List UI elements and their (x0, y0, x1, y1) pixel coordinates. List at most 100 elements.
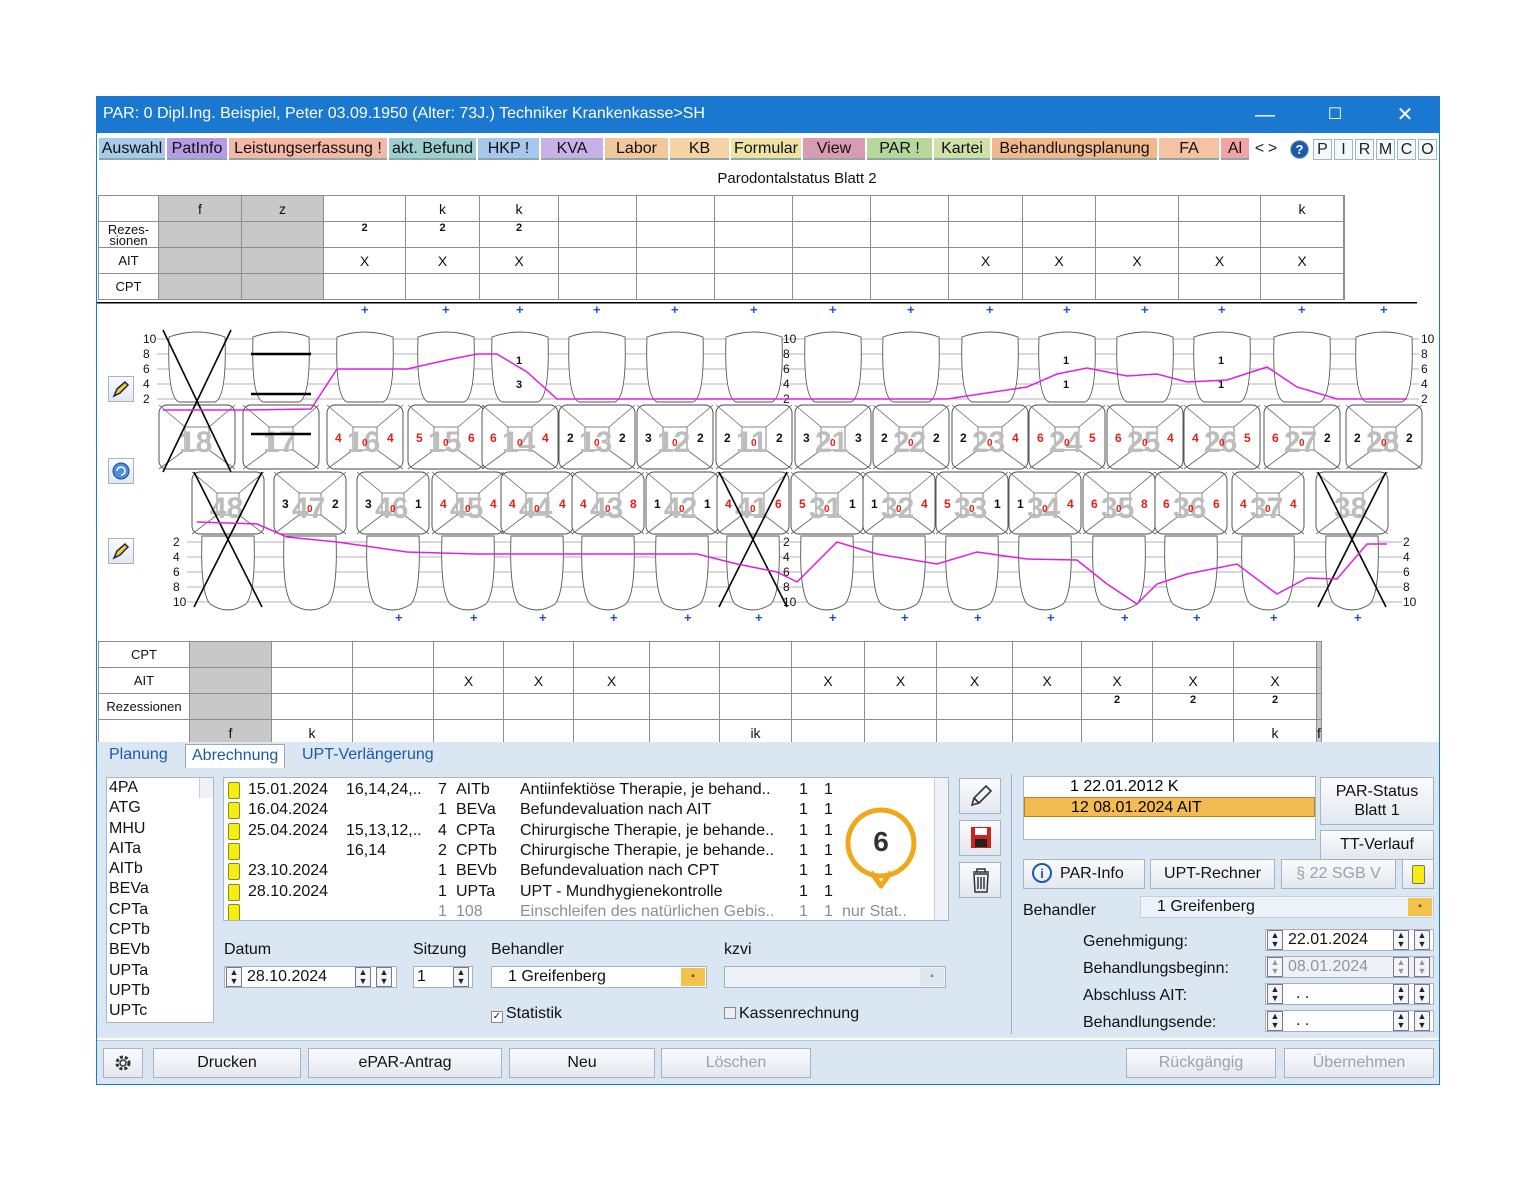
upt-rechner-button[interactable]: UPT-Rechner (1150, 859, 1275, 889)
service-row[interactable]: 16.04.2024 1 BEVa Befundevaluation nach AIT… (224, 800, 934, 820)
par-status-row[interactable]: 12 08.01.2024 AIT (1024, 797, 1315, 817)
upper-marks-cell[interactable] (636, 195, 715, 222)
lower-cpt-cell[interactable] (1233, 641, 1317, 668)
kzvi-select[interactable]: ▪ (724, 966, 946, 988)
upper-rez-cell[interactable] (792, 221, 871, 248)
abschluss-field[interactable]: . . (1265, 983, 1434, 1005)
upper-cpt-cell[interactable] (479, 273, 559, 300)
upper-cpt-cell[interactable] (241, 273, 324, 300)
upper-ait-cell[interactable]: X (1178, 247, 1261, 274)
close-button[interactable]: ✕ (1396, 104, 1414, 126)
beginn-spinner[interactable]: ▲ ▼ (1267, 957, 1283, 977)
shortcut-i-button[interactable]: I (1334, 139, 1353, 160)
code-list-item[interactable]: 4PA (109, 779, 139, 796)
behandler-select[interactable]: 1 Greifenberg ▪ (491, 966, 707, 988)
uebernehmen-button[interactable]: Übernehmen (1284, 1048, 1434, 1078)
module-tab-1[interactable]: PatInfo (167, 138, 227, 160)
upper-cpt-cell[interactable] (1095, 273, 1179, 300)
delete-icon[interactable] (959, 862, 1001, 898)
upper-cpt-cell[interactable] (1022, 273, 1096, 300)
upper-cpt-cell[interactable] (558, 273, 637, 300)
service-list[interactable]: 15.01.2024 16,14,24,.. 7 AITb Antiinfektiöse… (223, 777, 949, 921)
upper-marks-cell[interactable] (323, 195, 406, 222)
upper-rez-cell[interactable] (158, 221, 242, 248)
upper-rez-cell[interactable] (1260, 221, 1344, 248)
lower-ait-cell[interactable] (1316, 667, 1322, 694)
par-info-button[interactable]: i PAR-Info (1023, 859, 1145, 889)
module-tab-7[interactable]: KB (670, 138, 729, 160)
upper-marks-cell[interactable]: f (158, 195, 242, 222)
upper-rez-cell[interactable]: 2 (405, 221, 480, 248)
edit-icon[interactable] (959, 778, 1001, 814)
upper-marks-cell[interactable] (1095, 195, 1179, 222)
upper-cpt-cell[interactable] (1178, 273, 1261, 300)
abschluss-spinner-2[interactable]: ▲ ▼ (1393, 984, 1409, 1004)
service-list-scrollbar[interactable] (934, 778, 948, 920)
upper-marks-cell[interactable] (1343, 195, 1345, 222)
upper-ait-cell[interactable]: X (323, 247, 406, 274)
upper-cpt-cell[interactable] (714, 273, 793, 300)
lower-rez-cell[interactable]: 2 (1152, 693, 1234, 720)
drucken-button[interactable]: Drucken (153, 1048, 301, 1078)
upper-ait-cell[interactable] (792, 247, 871, 274)
upper-rez-cell[interactable] (636, 221, 715, 248)
module-tab-4[interactable]: HKP ! (478, 138, 539, 160)
beginn-spinner-2[interactable]: ▲ ▼ (1393, 957, 1409, 977)
code-list-item[interactable]: AITa (109, 839, 142, 857)
lower-ait-cell[interactable]: X (1233, 667, 1317, 694)
code-list-item[interactable]: CPTa (109, 900, 149, 918)
code-list-item[interactable]: MHU (109, 819, 146, 837)
upper-marks-cell[interactable] (714, 195, 793, 222)
ende-spinner-3[interactable]: ▲ ▼ (1414, 1011, 1430, 1031)
par-status-row[interactable]: 1 22.01.2012 K (1070, 778, 1179, 795)
upper-rez-cell[interactable] (1095, 221, 1179, 248)
code-list-item[interactable]: CPTb (109, 921, 150, 939)
datum-month-spinner[interactable]: ▲ ▼ (376, 967, 392, 987)
minimize-button[interactable]: — (1255, 104, 1275, 126)
lower-cpt-cell[interactable] (791, 641, 865, 668)
beginn-field[interactable]: 08.01.2024 (1265, 956, 1434, 978)
upper-rez-cell[interactable] (1343, 221, 1345, 248)
lower-marks-cell[interactable]: f (189, 719, 272, 746)
module-tab-11[interactable]: Kartei (934, 138, 990, 160)
lower-ait-cell[interactable]: X (573, 667, 650, 694)
lower-ait-cell[interactable]: X (1081, 667, 1153, 694)
lower-cpt-cell[interactable] (1152, 641, 1234, 668)
lower-rez-cell[interactable] (1316, 693, 1322, 720)
module-tab-13[interactable]: FA (1159, 138, 1219, 160)
lower-marks-cell[interactable] (791, 719, 865, 746)
module-tab-14[interactable]: Al (1221, 138, 1249, 160)
statistik-checkbox[interactable]: ✓ Statistik (491, 1005, 562, 1023)
shortcut-o-button[interactable]: O (1418, 139, 1437, 160)
lower-rez-cell[interactable] (573, 693, 650, 720)
upper-ait-cell[interactable] (241, 247, 324, 274)
lower-ait-cell[interactable]: X (1012, 667, 1082, 694)
shortcut-c-button[interactable]: C (1397, 139, 1416, 160)
lower-rez-cell[interactable] (271, 693, 353, 720)
code-list-item[interactable]: AITb (109, 860, 143, 878)
right-behandler-select[interactable]: 1 Greifenberg ▪ (1140, 896, 1434, 918)
datum-field[interactable]: 28.10.2024 (224, 966, 397, 988)
upper-rez-cell[interactable] (1178, 221, 1261, 248)
lower-cpt-cell[interactable] (352, 641, 434, 668)
lower-marks-cell[interactable]: ik (719, 719, 792, 746)
lower-rez-cell[interactable] (649, 693, 720, 720)
genehmigung-field[interactable]: 22.01.2024 (1265, 929, 1434, 951)
rueckgaengig-button[interactable]: Rückgängig (1126, 1048, 1276, 1078)
lower-rez-cell[interactable] (433, 693, 504, 720)
upper-cpt-cell[interactable] (792, 273, 871, 300)
code-list-item[interactable]: BEVb (109, 941, 150, 959)
shortcut-r-button[interactable]: R (1355, 139, 1374, 160)
upper-marks-cell[interactable]: k (405, 195, 480, 222)
upper-ait-cell[interactable] (558, 247, 637, 274)
service-row[interactable]: 1 108 Einschleifen des natürlichen Gebis..… (224, 902, 934, 920)
clipboard-button[interactable] (1402, 859, 1434, 889)
upper-ait-cell[interactable] (158, 247, 242, 274)
datum-spinner[interactable]: ▲ ▼ (226, 967, 242, 987)
lower-cpt-cell[interactable] (719, 641, 792, 668)
upper-rez-cell[interactable] (558, 221, 637, 248)
shortcut-p-button[interactable]: P (1313, 139, 1332, 160)
upper-cpt-cell[interactable] (948, 273, 1023, 300)
upper-marks-cell[interactable] (948, 195, 1023, 222)
upper-marks-cell[interactable]: k (1260, 195, 1344, 222)
